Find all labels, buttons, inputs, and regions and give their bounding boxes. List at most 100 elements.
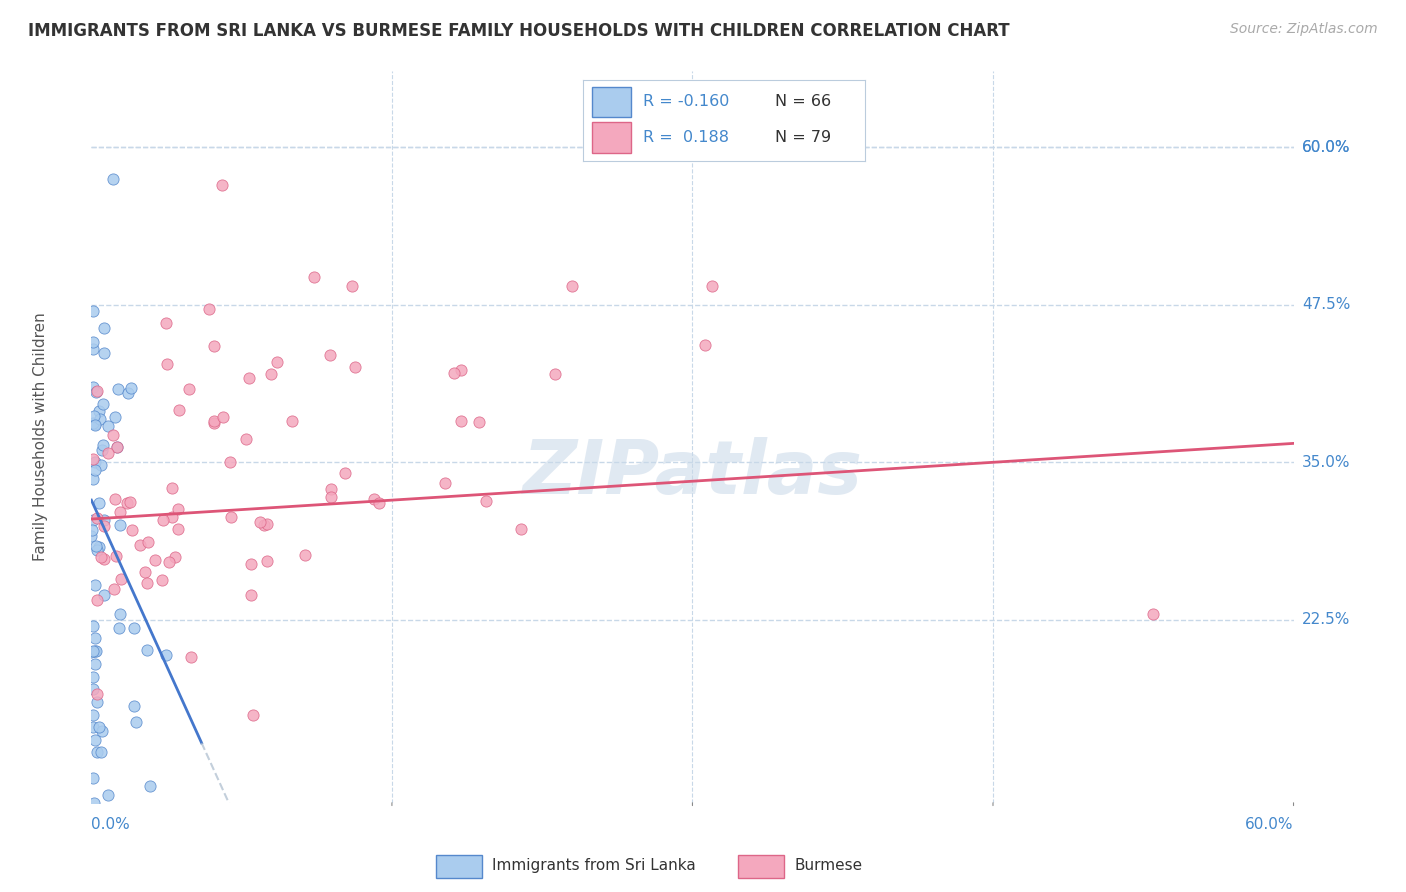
Point — [256, 517, 278, 532]
Point — [84, 644, 107, 658]
Point — [82, 304, 104, 318]
Point — [83, 796, 105, 810]
Point — [97, 446, 120, 460]
Point — [219, 454, 242, 468]
Point — [281, 414, 304, 428]
Point — [266, 355, 288, 369]
FancyBboxPatch shape — [436, 855, 481, 878]
Point — [84, 539, 107, 553]
Point — [177, 382, 200, 396]
Point — [82, 619, 104, 633]
Point — [367, 496, 389, 510]
Point — [97, 418, 120, 433]
Point — [93, 588, 115, 602]
Point — [202, 339, 225, 353]
Point — [82, 771, 104, 785]
FancyBboxPatch shape — [592, 87, 631, 117]
Point — [122, 699, 145, 714]
Point — [82, 416, 104, 430]
Point — [304, 270, 326, 285]
Point — [86, 687, 108, 701]
Point — [198, 302, 221, 317]
Point — [84, 644, 107, 658]
Point — [93, 519, 115, 533]
Point — [129, 538, 152, 552]
Point — [150, 573, 173, 587]
Point — [139, 779, 162, 793]
Point — [93, 552, 115, 566]
Point — [107, 622, 129, 636]
Point — [120, 495, 142, 509]
Point — [117, 386, 139, 401]
Point — [202, 416, 225, 430]
Point — [235, 432, 257, 446]
Point — [433, 475, 456, 490]
Point — [242, 707, 264, 722]
Point — [84, 417, 107, 432]
Point — [110, 518, 132, 533]
Point — [260, 367, 283, 381]
Text: R =  0.188: R = 0.188 — [643, 129, 728, 145]
Point — [468, 416, 491, 430]
Point — [335, 466, 357, 480]
Point — [86, 542, 108, 557]
Point — [84, 417, 107, 432]
Point — [319, 482, 342, 496]
Point — [239, 588, 262, 602]
Point — [110, 505, 132, 519]
Point — [450, 363, 472, 377]
Point — [219, 510, 242, 524]
Point — [163, 549, 186, 564]
Text: Source: ZipAtlas.com: Source: ZipAtlas.com — [1230, 22, 1378, 37]
Point — [103, 582, 125, 596]
Point — [159, 555, 181, 569]
Point — [87, 404, 110, 418]
Point — [1142, 607, 1164, 621]
Point — [105, 440, 128, 454]
Point — [84, 631, 107, 645]
Point — [340, 278, 363, 293]
Point — [91, 443, 114, 458]
Text: 47.5%: 47.5% — [1302, 297, 1350, 312]
Point — [80, 528, 103, 542]
Point — [84, 455, 107, 469]
Point — [152, 513, 174, 527]
Point — [693, 337, 716, 351]
Point — [84, 463, 107, 477]
Point — [101, 428, 124, 442]
Point — [509, 522, 531, 536]
Point — [253, 518, 276, 533]
Point — [91, 438, 114, 452]
Point — [86, 745, 108, 759]
Point — [239, 558, 262, 572]
Point — [121, 523, 143, 537]
Point — [202, 413, 225, 427]
Point — [143, 553, 166, 567]
Point — [343, 359, 366, 374]
Point — [211, 178, 233, 192]
Text: N = 79: N = 79 — [775, 129, 831, 145]
Point — [91, 397, 114, 411]
Point — [83, 409, 105, 423]
FancyBboxPatch shape — [592, 122, 631, 153]
Point — [363, 492, 385, 507]
Point — [134, 565, 156, 579]
Point — [84, 384, 107, 399]
Text: 22.5%: 22.5% — [1302, 613, 1350, 627]
Text: R = -0.160: R = -0.160 — [643, 95, 728, 110]
Point — [82, 513, 104, 527]
Text: Burmese: Burmese — [794, 858, 862, 872]
Text: 60.0%: 60.0% — [1302, 139, 1350, 154]
Point — [86, 593, 108, 607]
Text: N = 66: N = 66 — [775, 95, 831, 110]
Point — [90, 745, 112, 759]
Point — [80, 644, 103, 658]
Point — [180, 650, 202, 665]
Point — [82, 342, 104, 356]
Point — [93, 513, 115, 527]
Point — [319, 348, 342, 362]
Point — [443, 367, 465, 381]
Point — [702, 278, 724, 293]
Point — [156, 357, 179, 371]
Point — [104, 549, 127, 563]
